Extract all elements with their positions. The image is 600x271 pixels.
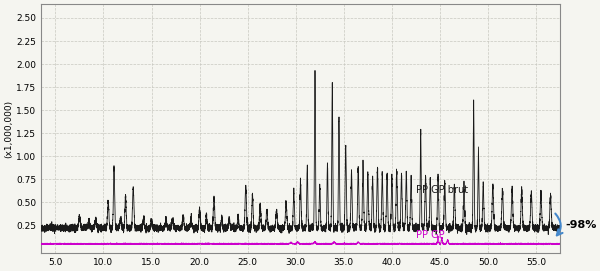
Text: PP GP brut: PP GP brut <box>416 185 468 195</box>
Text: -98%: -98% <box>565 220 596 230</box>
Text: PP GP: PP GP <box>416 230 445 240</box>
Y-axis label: (x1,000,000): (x1,000,000) <box>4 99 13 158</box>
